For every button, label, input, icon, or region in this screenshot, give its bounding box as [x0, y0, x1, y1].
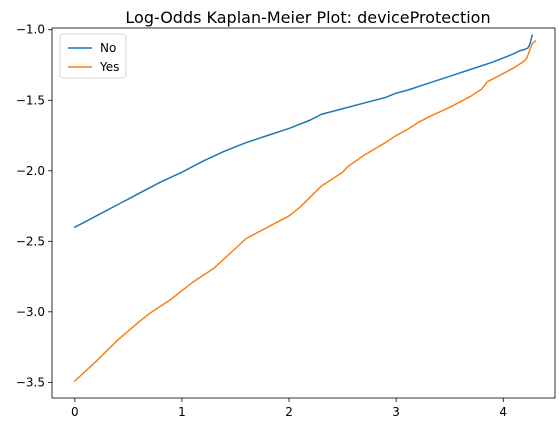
y-tick-label: −2.0	[16, 164, 45, 178]
chart-title: Log-Odds Kaplan-Meier Plot: deviceProtec…	[125, 8, 490, 27]
y-tick-label: −1.5	[16, 93, 45, 107]
y-tick-label: −3.5	[16, 375, 45, 389]
y-tick-label: −3.0	[16, 305, 45, 319]
series-line-yes	[73, 39, 537, 383]
x-tick-label: 2	[285, 405, 293, 419]
y-tick-label: −1.0	[16, 23, 45, 37]
x-axis: 0 1 2 3 4	[71, 398, 507, 419]
legend: No Yes	[59, 33, 127, 79]
x-tick-label: 0	[71, 405, 79, 419]
y-tick-label: −2.5	[16, 234, 45, 248]
x-tick-label: 3	[392, 405, 400, 419]
plot-frame	[51, 27, 556, 399]
series-layer	[73, 34, 537, 383]
x-tick-label: 1	[178, 405, 186, 419]
y-axis: −3.5 −3.0 −2.5 −2.0 −1.5 −1.0	[16, 23, 52, 389]
legend-label-no: No	[100, 41, 116, 55]
x-tick-label: 4	[499, 405, 507, 419]
legend-label-yes: Yes	[99, 60, 119, 74]
series-line-no	[73, 34, 534, 229]
